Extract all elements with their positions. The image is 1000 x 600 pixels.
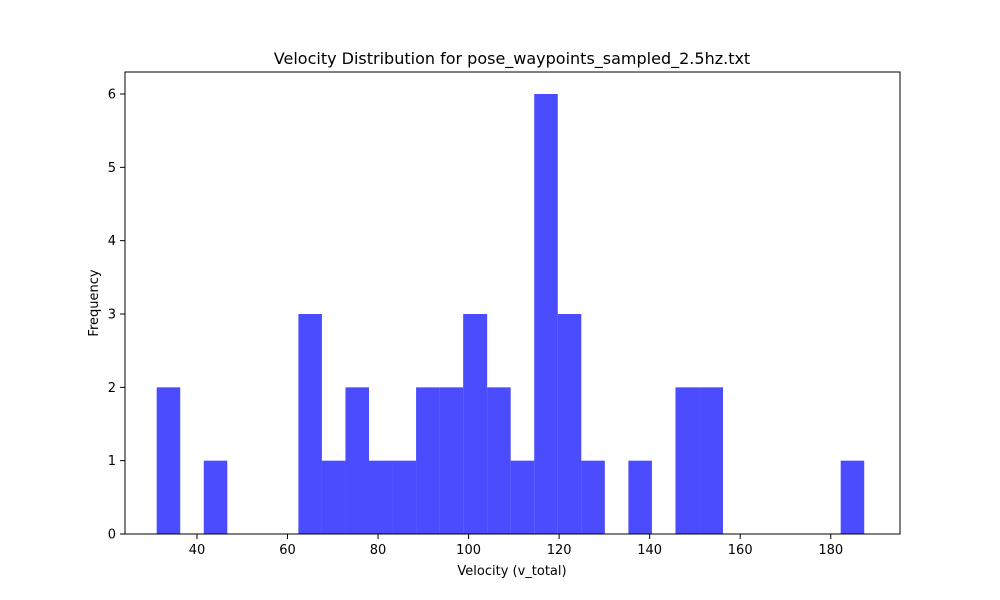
- x-tick-label: 60: [279, 543, 296, 558]
- x-tick-label: 160: [728, 543, 753, 558]
- x-tick-label: 120: [547, 543, 572, 558]
- histogram-bar: [699, 387, 723, 534]
- histogram-bar: [416, 387, 440, 534]
- chart-title: Velocity Distribution for pose_waypoints…: [274, 49, 750, 69]
- histogram-bar: [298, 314, 322, 534]
- histogram-bar: [203, 460, 228, 534]
- histogram-bar: [557, 314, 582, 534]
- y-tick-label: 5: [108, 161, 116, 176]
- histogram-bar: [534, 94, 558, 534]
- histogram-bar: [628, 460, 652, 534]
- histogram-bar: [345, 387, 369, 534]
- histogram-bar: [840, 460, 865, 534]
- y-tick-label: 3: [108, 308, 116, 323]
- y-tick-label: 6: [108, 88, 116, 103]
- histogram-bar: [321, 460, 346, 534]
- histogram-bar: [675, 387, 700, 534]
- y-tick-label: 4: [108, 234, 116, 249]
- histogram-bar: [510, 460, 535, 534]
- bars-layer: [156, 94, 865, 534]
- histogram-bar: [463, 314, 488, 534]
- y-axis-label: Frequency: [87, 269, 102, 336]
- histogram-bar: [368, 460, 393, 534]
- plot-frame: [124, 71, 901, 535]
- y-tick-label: 0: [108, 528, 116, 543]
- histogram-bar: [156, 387, 181, 534]
- histogram-bar: [392, 460, 417, 534]
- x-tick-label: 100: [456, 543, 481, 558]
- histogram-bar: [581, 460, 605, 534]
- x-tick-label: 40: [189, 543, 206, 558]
- y-tick-label: 1: [108, 454, 116, 469]
- histogram-bar: [487, 387, 511, 534]
- x-tick-label: 80: [370, 543, 387, 558]
- x-tick-label: 180: [818, 543, 843, 558]
- x-tick-label: 140: [637, 543, 662, 558]
- ticks-layer: 40 60 80 100 120 140 160 180 0 1 2 3 4 5 6: [108, 88, 843, 559]
- histogram-bar: [439, 387, 464, 534]
- y-tick-label: 2: [108, 381, 116, 396]
- x-axis-label: Velocity (v_total): [457, 564, 566, 579]
